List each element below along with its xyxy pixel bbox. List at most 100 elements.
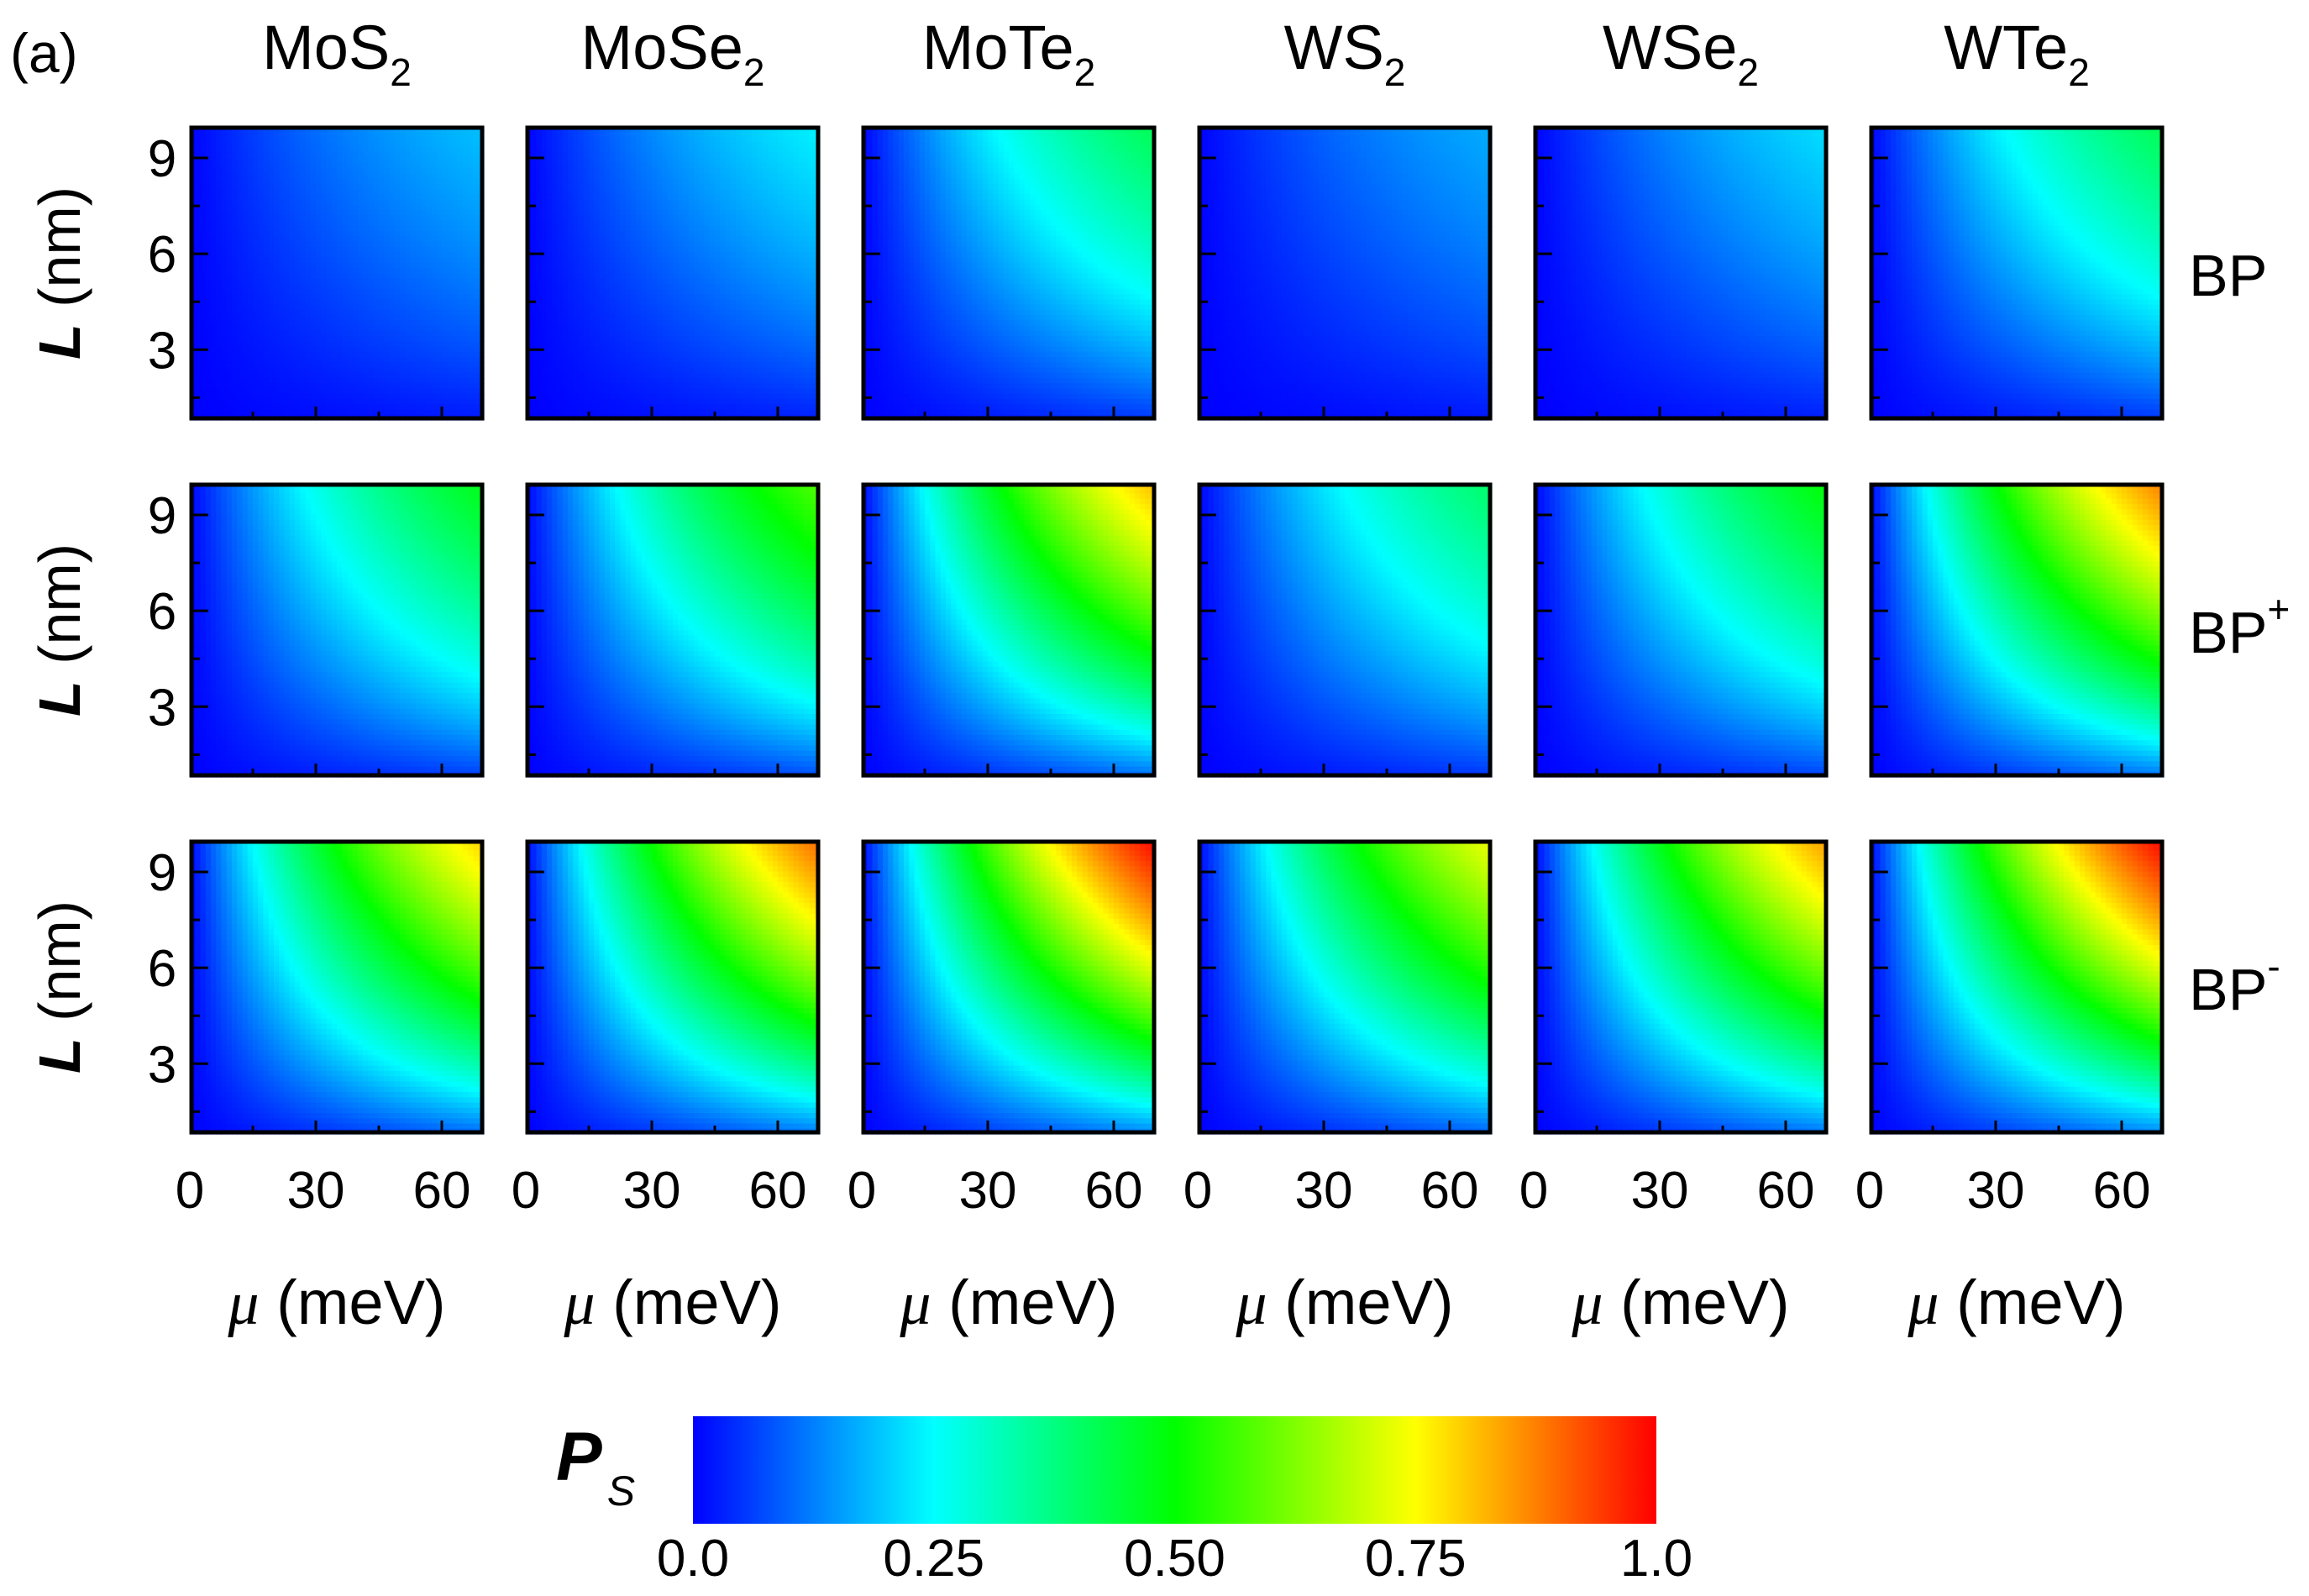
heatmap-cell [195, 231, 201, 237]
heatmap-cell [237, 184, 243, 190]
heatmap-cell [222, 205, 228, 211]
heatmap-cell [195, 221, 201, 227]
heatmap-cell [206, 221, 212, 227]
heatmap-cell [211, 331, 217, 337]
heatmap-cell [222, 341, 228, 347]
heatmap-cell [222, 368, 228, 374]
heatmap-cell [243, 305, 249, 311]
heatmap-cell [237, 221, 243, 227]
heatmap-cell [232, 310, 238, 316]
heatmap-cell [253, 158, 259, 164]
heatmap-cell [206, 368, 212, 374]
heatmap-cell [232, 299, 238, 305]
heatmap-cell [222, 242, 228, 248]
heatmap-cell [232, 147, 238, 153]
heatmap-cell [195, 242, 201, 248]
heatmap-cell [227, 184, 233, 190]
heatmap-cell [253, 189, 259, 195]
heatmap-cell [248, 263, 254, 269]
heatmap-cell [222, 315, 228, 321]
heatmap-cell [237, 268, 243, 274]
heatmap-cell [195, 289, 201, 295]
heatmap-cell [253, 236, 259, 242]
heatmap-cell [248, 236, 254, 242]
heatmap-cell [237, 357, 243, 363]
heatmap-cell [237, 331, 243, 337]
heatmap-cell [195, 373, 201, 379]
heatmap-cell [237, 378, 243, 384]
heatmap-cell [232, 326, 238, 332]
heatmap-cell [195, 305, 201, 311]
heatmap-cell [201, 142, 207, 148]
heatmap-cell [237, 231, 243, 237]
heatmap-cell [232, 305, 238, 311]
heatmap-cell [243, 189, 249, 195]
heatmap-cell [206, 200, 212, 206]
heatmap-cell [222, 404, 228, 410]
heatmap-cell [211, 221, 217, 227]
heatmap-cell [248, 383, 254, 389]
heatmap-cell [232, 252, 238, 258]
heatmap-cell [243, 404, 249, 410]
heatmap-cell [243, 352, 249, 358]
heatmap-cell [195, 131, 201, 137]
heatmap-cell [216, 147, 222, 153]
heatmap-cell [243, 378, 249, 384]
heatmap-cell [211, 410, 217, 416]
heatmap-cell [248, 336, 254, 342]
heatmap-cell [216, 200, 222, 206]
heatmap-cell [201, 263, 207, 269]
heatmap-cell [206, 137, 212, 143]
heatmap-cell [232, 404, 238, 410]
heatmap-cell [211, 210, 217, 216]
heatmap-cell [201, 200, 207, 206]
heatmap-cell [237, 242, 243, 248]
heatmap-cell [222, 168, 228, 174]
column-title: MoSe2 [581, 13, 765, 94]
heatmap-cell [211, 231, 217, 237]
heatmap-cell [243, 158, 249, 164]
heatmap-cell [222, 326, 228, 332]
heatmap-cell [243, 152, 249, 158]
heatmap-cell [248, 231, 254, 237]
heatmap-cell [211, 399, 217, 405]
heatmap-cell [211, 137, 217, 143]
heatmap-cell [243, 257, 249, 263]
heatmap-cell [195, 404, 201, 410]
heatmap-cell [237, 347, 243, 353]
heatmap-cell [195, 194, 201, 200]
heatmap-cell [248, 341, 254, 347]
heatmap-cell [201, 242, 207, 248]
heatmap-cell [195, 142, 201, 148]
heatmap-cell [206, 404, 212, 410]
heatmap-cell [243, 200, 249, 206]
heatmap-cell [211, 163, 217, 169]
heatmap-cell [237, 294, 243, 300]
heatmap-cell [232, 284, 238, 290]
heatmap-cell [211, 389, 217, 395]
heatmap-cell [222, 194, 228, 200]
heatmap-cell [248, 294, 254, 300]
heatmap-cell [248, 310, 254, 316]
heatmap-cell [232, 168, 238, 174]
heatmap-cell [232, 221, 238, 227]
heatmap-cell [243, 221, 249, 227]
heatmap-cell [237, 194, 243, 200]
heatmap-cell [211, 184, 217, 190]
heatmap-cell [201, 326, 207, 332]
heatmap-cell [232, 179, 238, 185]
heatmap-cell [227, 315, 233, 321]
material-column-titles: MoS2 MoSe2 MoTe2 WS2 WSe2 WTe2 [262, 13, 2090, 94]
heatmap-cell [227, 221, 233, 227]
heatmap-cell [216, 362, 222, 368]
heatmap-cell [216, 404, 222, 410]
y-tick-label: 3 [148, 679, 176, 737]
heatmap-cell [237, 410, 243, 416]
heatmap-cell [195, 257, 201, 263]
heatmap-cell [211, 404, 217, 410]
heatmap-cell [237, 189, 243, 195]
heatmap-cell [201, 215, 207, 221]
heatmap-cell [237, 257, 243, 263]
heatmap-cell [206, 273, 212, 279]
y-axis-label: L (nm) [27, 543, 92, 717]
